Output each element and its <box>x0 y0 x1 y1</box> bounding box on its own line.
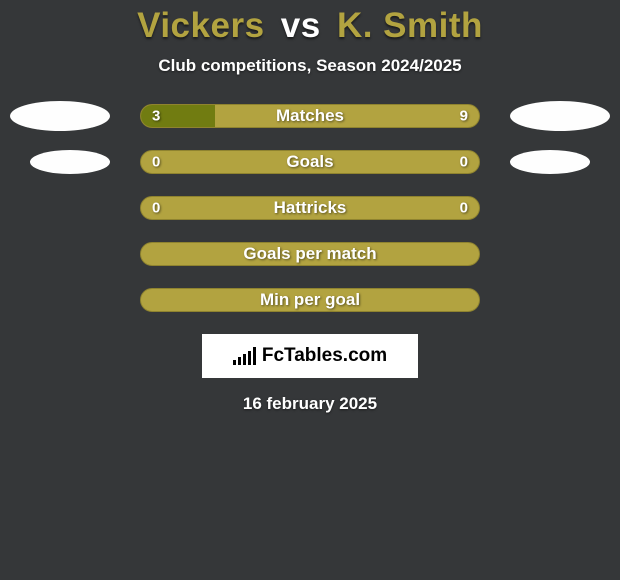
title-vs: vs <box>281 6 321 45</box>
stat-bar-track <box>140 150 480 174</box>
stat-row: Goals per match <box>0 242 620 266</box>
player-b-name: K. Smith <box>337 6 483 45</box>
stat-bar-track <box>140 242 480 266</box>
stat-row: Hattricks00 <box>0 196 620 220</box>
stat-row: Matches39 <box>0 104 620 128</box>
player-a-avatar <box>30 150 110 174</box>
stat-row: Min per goal <box>0 288 620 312</box>
player-a-name: Vickers <box>137 6 264 45</box>
stat-rows: Matches39 Goals00 Hattricks00 Goals per mat… <box>0 104 620 312</box>
subtitle: Club competitions, Season 2024/2025 <box>0 56 620 76</box>
brand-logo: FcTables.com <box>202 334 418 378</box>
stat-row: Goals00 <box>0 150 620 174</box>
stat-bar-track <box>140 288 480 312</box>
snapshot-date: 16 february 2025 <box>0 394 620 414</box>
stat-bar-track <box>140 104 480 128</box>
player-b-avatar <box>510 150 590 174</box>
stat-bar-track <box>140 196 480 220</box>
player-b-avatar <box>510 101 610 131</box>
stat-bar-left-fill <box>141 105 215 127</box>
brand-text: FcTables.com <box>262 345 387 367</box>
player-a-avatar <box>10 101 110 131</box>
comparison-title: Vickers vs K. Smith <box>0 0 620 46</box>
bar-chart-icon <box>233 347 256 365</box>
